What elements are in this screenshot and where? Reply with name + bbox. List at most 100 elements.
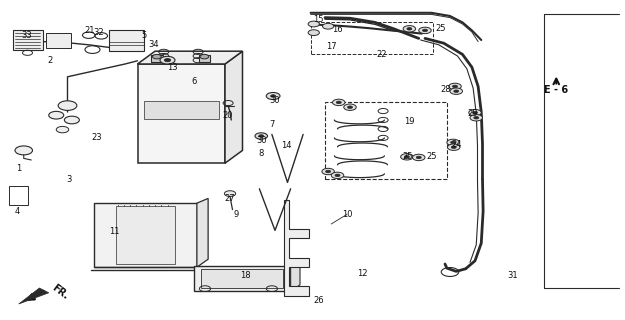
- Circle shape: [469, 109, 481, 116]
- Text: E - 6: E - 6: [544, 84, 568, 95]
- Text: 11: 11: [109, 228, 119, 236]
- Circle shape: [15, 146, 32, 155]
- Text: 32: 32: [94, 28, 104, 36]
- Text: 1: 1: [16, 164, 21, 172]
- Text: 22: 22: [376, 50, 386, 59]
- Circle shape: [470, 115, 482, 121]
- Text: 3: 3: [66, 175, 71, 184]
- Circle shape: [335, 174, 340, 177]
- Circle shape: [403, 26, 416, 32]
- Circle shape: [332, 99, 345, 106]
- Circle shape: [49, 111, 64, 119]
- Text: 31: 31: [508, 271, 518, 280]
- Circle shape: [447, 139, 459, 146]
- Circle shape: [449, 83, 461, 90]
- Text: 25: 25: [426, 152, 436, 161]
- Bar: [325, 102, 447, 179]
- Circle shape: [200, 54, 209, 59]
- Text: 19: 19: [404, 117, 414, 126]
- Text: 12: 12: [357, 269, 367, 278]
- Text: 28: 28: [440, 85, 451, 94]
- Text: 18: 18: [240, 271, 251, 280]
- Bar: [116, 206, 175, 264]
- Circle shape: [152, 54, 161, 59]
- Circle shape: [271, 95, 276, 97]
- Bar: [194, 266, 291, 291]
- Circle shape: [450, 88, 462, 94]
- Text: 34: 34: [149, 40, 159, 49]
- Polygon shape: [197, 198, 208, 267]
- Text: 23: 23: [92, 133, 103, 142]
- Text: 8: 8: [259, 149, 264, 158]
- Circle shape: [454, 90, 459, 92]
- Circle shape: [224, 191, 236, 196]
- Polygon shape: [19, 288, 49, 304]
- Bar: [151, 55, 162, 62]
- Circle shape: [348, 106, 352, 108]
- Text: 30: 30: [270, 96, 280, 105]
- Text: 10: 10: [342, 210, 352, 219]
- Bar: [12, 30, 42, 50]
- Circle shape: [407, 28, 412, 30]
- Text: 2: 2: [48, 56, 53, 65]
- Text: 25: 25: [402, 152, 412, 161]
- Bar: [46, 33, 71, 48]
- Bar: [311, 22, 432, 54]
- Text: 7: 7: [269, 120, 274, 129]
- Circle shape: [326, 170, 331, 173]
- Circle shape: [160, 56, 175, 64]
- Circle shape: [451, 146, 456, 148]
- Text: 13: 13: [168, 63, 178, 72]
- Circle shape: [259, 135, 264, 137]
- Circle shape: [452, 85, 458, 88]
- Circle shape: [416, 156, 421, 159]
- Text: 15: 15: [314, 15, 324, 24]
- Bar: [9, 186, 28, 205]
- Circle shape: [322, 23, 334, 29]
- Text: 14: 14: [281, 141, 291, 150]
- Polygon shape: [284, 200, 309, 296]
- Bar: [109, 30, 144, 51]
- Text: 27: 27: [224, 194, 235, 203]
- Circle shape: [344, 104, 356, 110]
- Circle shape: [448, 144, 460, 150]
- Circle shape: [56, 126, 69, 133]
- Circle shape: [164, 59, 171, 62]
- Circle shape: [336, 101, 341, 104]
- Bar: [199, 55, 210, 62]
- Circle shape: [322, 168, 334, 175]
- Text: 30: 30: [256, 136, 267, 145]
- Bar: [201, 269, 283, 288]
- Bar: [144, 101, 219, 119]
- Circle shape: [422, 29, 428, 32]
- Text: 6: 6: [191, 77, 196, 86]
- Circle shape: [255, 133, 268, 139]
- Circle shape: [474, 116, 479, 119]
- Text: 26: 26: [314, 296, 324, 305]
- Text: 33: 33: [21, 31, 32, 40]
- Text: 21: 21: [84, 26, 94, 35]
- Text: FR.: FR.: [50, 283, 71, 301]
- Text: 16: 16: [332, 25, 342, 34]
- Circle shape: [451, 141, 456, 144]
- Polygon shape: [225, 51, 242, 163]
- Circle shape: [412, 154, 425, 161]
- Circle shape: [64, 116, 79, 124]
- Circle shape: [266, 92, 280, 100]
- Circle shape: [419, 27, 431, 34]
- Text: 25: 25: [436, 24, 446, 33]
- Bar: [138, 64, 225, 163]
- Polygon shape: [138, 51, 242, 64]
- Circle shape: [308, 30, 319, 36]
- Text: 24: 24: [451, 140, 461, 148]
- Circle shape: [58, 101, 77, 110]
- Circle shape: [331, 172, 344, 179]
- Polygon shape: [291, 259, 300, 291]
- Text: 20: 20: [223, 111, 233, 120]
- Text: 17: 17: [326, 42, 336, 51]
- Circle shape: [404, 156, 409, 158]
- Circle shape: [472, 111, 478, 114]
- Polygon shape: [94, 203, 197, 267]
- Circle shape: [308, 21, 319, 27]
- Text: 29: 29: [468, 109, 478, 118]
